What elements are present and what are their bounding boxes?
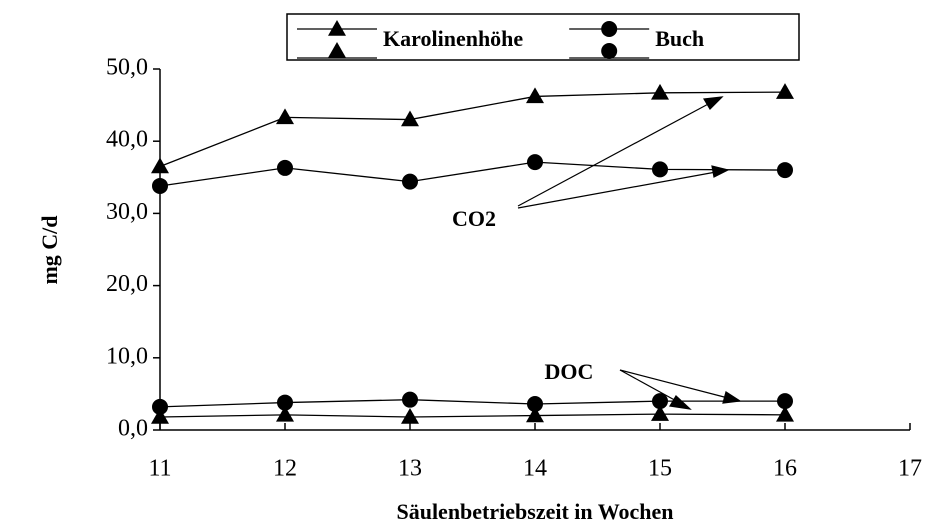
legend-box — [286, 13, 800, 61]
marker — [328, 42, 346, 58]
marker — [651, 83, 669, 100]
x-tick-label: 13 — [398, 456, 422, 482]
x-tick-label: 16 — [773, 456, 797, 482]
marker — [402, 391, 418, 408]
marker — [527, 154, 543, 171]
x-tick-label: 15 — [648, 456, 672, 482]
legend-label: Karolinenhöhe — [383, 26, 523, 51]
marker — [151, 157, 169, 174]
annotation: DOC — [545, 359, 594, 384]
x-tick-label: 14 — [523, 456, 547, 482]
series-line — [159, 161, 786, 187]
marker — [152, 177, 168, 194]
y-tick-label: 40,0 — [106, 127, 148, 153]
marker — [277, 159, 293, 176]
annotation: CO2 — [452, 206, 496, 231]
series-line — [159, 413, 786, 418]
legend-label: Buch — [655, 26, 704, 51]
marker — [776, 83, 794, 99]
series-line — [159, 399, 785, 408]
y-tick-label: 0,0 — [118, 416, 148, 442]
marker — [601, 43, 618, 59]
annotation-arrows — [517, 96, 742, 410]
marker — [402, 173, 418, 190]
x-tick-label: 11 — [148, 456, 171, 482]
marker — [777, 162, 793, 179]
x-tick-label: 12 — [273, 456, 297, 482]
y-tick-label: 30,0 — [106, 199, 148, 225]
marker — [277, 394, 293, 411]
marker — [151, 408, 169, 424]
marker — [152, 398, 168, 415]
series-line — [159, 91, 786, 168]
marker — [601, 21, 618, 37]
marker — [328, 20, 346, 36]
marker — [401, 408, 419, 424]
x-tick-label: 17 — [898, 456, 922, 482]
y-tick-label: 50,0 — [106, 55, 148, 81]
x-axis-title: Säulenbetriebszeit in Wochen — [396, 499, 673, 524]
y-tick-label: 20,0 — [106, 271, 148, 297]
marker — [276, 108, 294, 125]
marker — [652, 393, 668, 410]
marker — [652, 161, 668, 178]
marker — [777, 393, 793, 410]
y-axis-title: mg C/d — [37, 215, 62, 284]
marker — [276, 405, 294, 422]
marker — [401, 110, 419, 127]
marker — [527, 396, 543, 413]
marker — [526, 87, 544, 104]
marker — [776, 405, 794, 422]
y-tick-label: 10,0 — [106, 343, 148, 369]
marker — [526, 406, 544, 423]
marker — [651, 405, 669, 421]
